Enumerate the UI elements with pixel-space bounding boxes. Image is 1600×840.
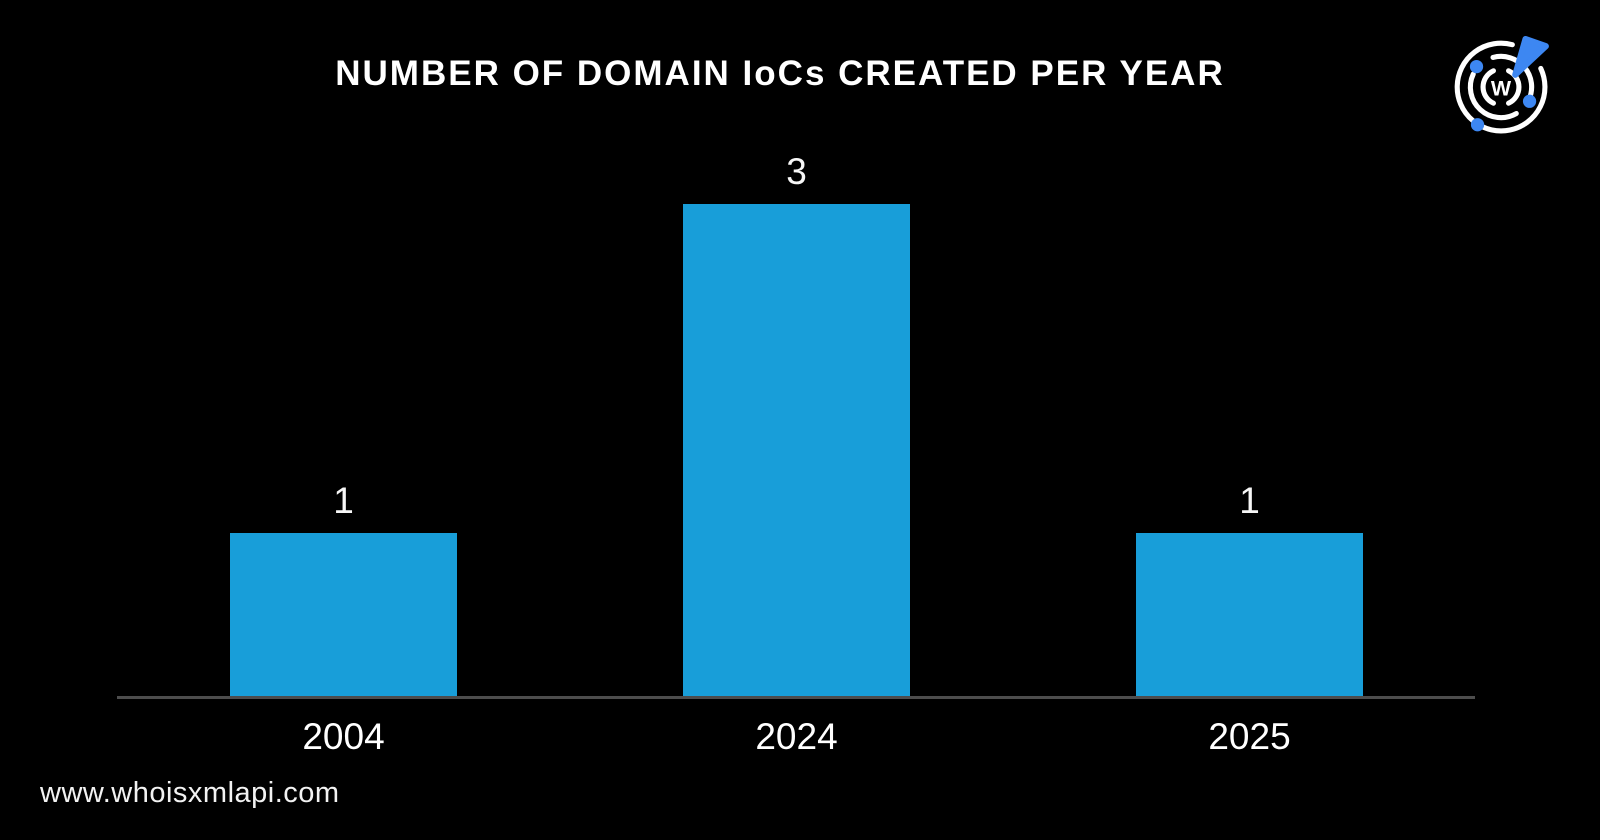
website-url: www.whoisxmlapi.com — [40, 777, 340, 809]
bar-2025 — [1136, 533, 1363, 697]
x-tick-label-2025: 2025 — [1208, 716, 1291, 757]
whoisxmlapi-logo-graphic: W — [1454, 36, 1549, 134]
x-tick-label-2004: 2004 — [302, 716, 385, 757]
logo-dot-right — [1522, 94, 1537, 108]
bar-group-2004: 1 — [230, 0, 457, 697]
bar-group-2024: 3 — [683, 0, 910, 697]
x-tick-label-2024: 2024 — [755, 716, 838, 757]
x-axis-line — [117, 696, 1475, 699]
whoisxmlapi-logo: W — [1450, 36, 1552, 138]
bar-value-label-2025: 1 — [1239, 480, 1260, 521]
logo-middle-ring-arc-2 — [1467, 71, 1519, 121]
chart-title: NUMBER OF DOMAIN IoCs CREATED PER YEAR — [335, 54, 1225, 93]
bar-2024 — [683, 204, 910, 697]
logo-triangle-pointer — [1512, 36, 1549, 78]
bar-group-2025: 1 — [1136, 0, 1363, 697]
logo-dot-lower-left — [1470, 118, 1485, 132]
bar-value-label-2004: 1 — [333, 480, 354, 521]
logo-inner-arc-right — [1505, 68, 1522, 106]
bar-2004 — [230, 533, 457, 697]
logo-dot-upper-left — [1469, 59, 1484, 74]
logo-inner-arc-left — [1480, 68, 1497, 106]
logo-letter: W — [1491, 77, 1512, 101]
bar-value-label-2024: 3 — [786, 151, 807, 192]
